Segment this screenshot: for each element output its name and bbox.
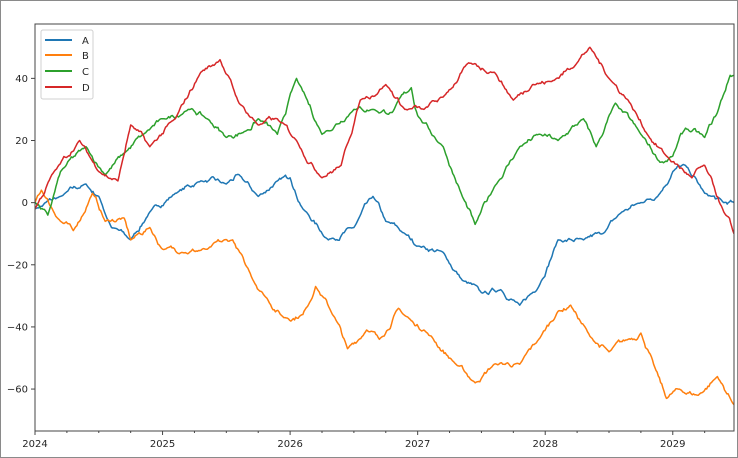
legend-label-b: B (82, 51, 89, 62)
series-line-b (35, 189, 734, 406)
legend-label-a: A (82, 36, 89, 47)
x-tick-label: 2027 (405, 439, 430, 450)
legend-label-c: C (82, 67, 89, 78)
series-line-d (35, 46, 734, 234)
legend-item-d: D (45, 83, 90, 94)
legend-item-b: B (45, 51, 89, 62)
y-tick-label: 20 (15, 136, 28, 147)
y-tick-label: −20 (7, 260, 28, 271)
legend-item-c: C (45, 67, 89, 78)
series-line-c (35, 74, 734, 226)
y-tick-label: −60 (7, 385, 28, 396)
x-tick-label: 2026 (277, 439, 302, 450)
y-tick-label: −40 (7, 322, 28, 333)
x-tick-label: 2024 (22, 439, 47, 450)
y-tick-label: 0 (22, 198, 28, 209)
y-axis: 40 20 0 −20 −40 −60 (7, 74, 35, 396)
x-tick-label: 2029 (660, 439, 685, 450)
legend: A B C D (40, 29, 94, 100)
legend-box (40, 29, 94, 100)
y-tick-label: 40 (15, 74, 28, 85)
x-axis: 2024 2025 2026 2027 2028 2029 (22, 431, 706, 450)
plot-area-border (34, 23, 735, 432)
x-tick-label: 2028 (532, 439, 557, 450)
series-layer (35, 46, 734, 406)
x-tick-label: 2025 (150, 439, 175, 450)
legend-item-a: A (45, 36, 89, 47)
legend-label-d: D (82, 83, 90, 94)
series-line-a (35, 163, 734, 306)
